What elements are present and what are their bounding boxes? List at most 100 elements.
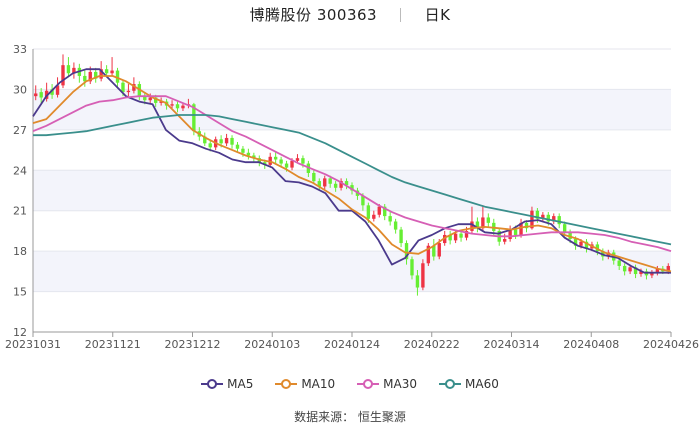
candle-body — [573, 239, 578, 246]
candle-body — [208, 143, 212, 148]
candle-body — [366, 205, 371, 219]
y-tick-label: 33 — [13, 43, 27, 56]
candle-body — [143, 96, 147, 101]
y-tick-label: 15 — [13, 286, 27, 299]
candle-body — [628, 267, 632, 272]
series-line-ma30 — [32, 95, 672, 252]
candle-body — [633, 267, 638, 275]
chart-title: 博腾股份 300363 日K — [0, 4, 700, 25]
candle-body — [519, 222, 523, 235]
candle-body — [530, 210, 534, 229]
y-tick-label: 21 — [13, 205, 27, 218]
candle-body — [317, 181, 321, 187]
candle-body — [415, 275, 420, 288]
candle-body — [159, 101, 163, 103]
candle-body — [333, 183, 338, 188]
candle-body — [470, 221, 474, 231]
candle-body — [94, 71, 98, 79]
candle-body — [66, 65, 71, 74]
candle-body — [432, 245, 436, 257]
legend-marker-icon — [439, 379, 462, 389]
candle-body — [404, 243, 409, 260]
candle-body — [372, 214, 376, 219]
candle-body — [410, 259, 414, 276]
candle-body — [524, 222, 529, 229]
x-tick-label: 20231121 — [85, 338, 141, 351]
candle-body — [252, 155, 256, 159]
candle-body — [426, 245, 431, 264]
candle-body — [508, 229, 512, 240]
y-tick-label: 30 — [13, 83, 27, 96]
grid-band — [33, 251, 671, 292]
candle-body — [50, 89, 54, 95]
legend-item-ma5[interactable]: MA5 — [201, 377, 253, 391]
candle-body — [121, 82, 125, 93]
legend-item-ma30[interactable]: MA30 — [357, 377, 417, 391]
candle-body — [203, 136, 207, 144]
candle-body — [453, 233, 458, 241]
candle-body — [268, 156, 272, 165]
candle-body — [464, 230, 469, 238]
candle-body — [383, 206, 387, 217]
candle-body — [72, 67, 76, 74]
title-divider — [400, 8, 402, 22]
candle-body — [154, 97, 158, 103]
legend-item-ma10[interactable]: MA10 — [275, 377, 335, 391]
series-line-ma10 — [32, 75, 672, 273]
y-tick-label: 24 — [13, 164, 27, 177]
candle-body — [584, 241, 589, 249]
candle-body — [595, 244, 600, 252]
candle-body — [323, 178, 327, 187]
candle-body — [622, 265, 627, 272]
candle-body — [639, 271, 643, 275]
candle-body — [350, 185, 354, 191]
candle-body — [235, 144, 240, 149]
candle-body — [219, 139, 223, 144]
y-tick-label: 27 — [13, 124, 27, 137]
legend-label: MA60 — [465, 377, 499, 391]
x-tick-label: 20240408 — [563, 338, 619, 351]
candle-body — [486, 217, 491, 223]
candle-body — [126, 90, 131, 93]
candle-body — [132, 84, 136, 91]
candle-body — [170, 104, 174, 106]
candle-body — [655, 268, 660, 273]
candle-body — [148, 97, 152, 101]
candle-body — [34, 93, 38, 97]
legend-item-ma60[interactable]: MA60 — [439, 377, 499, 391]
candle-body — [557, 216, 561, 225]
x-tick-label: 20240222 — [404, 338, 460, 351]
candle-body — [459, 233, 463, 238]
candle-body — [55, 85, 60, 95]
legend-label: MA10 — [301, 377, 336, 391]
candle-body — [263, 162, 267, 165]
candle-body — [399, 229, 403, 244]
candle-body — [344, 181, 349, 186]
candle-body — [393, 221, 398, 230]
candle-body — [115, 70, 120, 83]
candle-body — [104, 69, 109, 74]
x-tick-label: 20231031 — [5, 338, 61, 351]
candle-body — [617, 260, 621, 266]
legend: MA5 MA10 MA30 MA60 — [0, 377, 700, 393]
series-line-ma60 — [33, 114, 672, 246]
stock-code: 300363 — [316, 6, 378, 24]
candle-body — [110, 70, 114, 74]
stock-name: 博腾股份 — [249, 6, 312, 24]
x-tick-label: 20240426 — [643, 338, 699, 351]
candle-body — [339, 181, 343, 188]
candle-body — [546, 214, 550, 222]
legend-label: MA5 — [227, 377, 254, 391]
candle-body — [192, 104, 196, 132]
candle-body — [513, 229, 518, 235]
candle-body — [361, 195, 365, 206]
candle-body — [421, 263, 425, 288]
candle-body — [99, 69, 103, 79]
y-tick-label: 18 — [13, 245, 27, 258]
legend-marker-icon — [357, 379, 380, 389]
candle-body — [290, 160, 294, 168]
candle-body — [224, 137, 229, 144]
candle-body — [273, 156, 278, 160]
candle-body — [475, 221, 480, 229]
candle-body — [541, 214, 545, 219]
